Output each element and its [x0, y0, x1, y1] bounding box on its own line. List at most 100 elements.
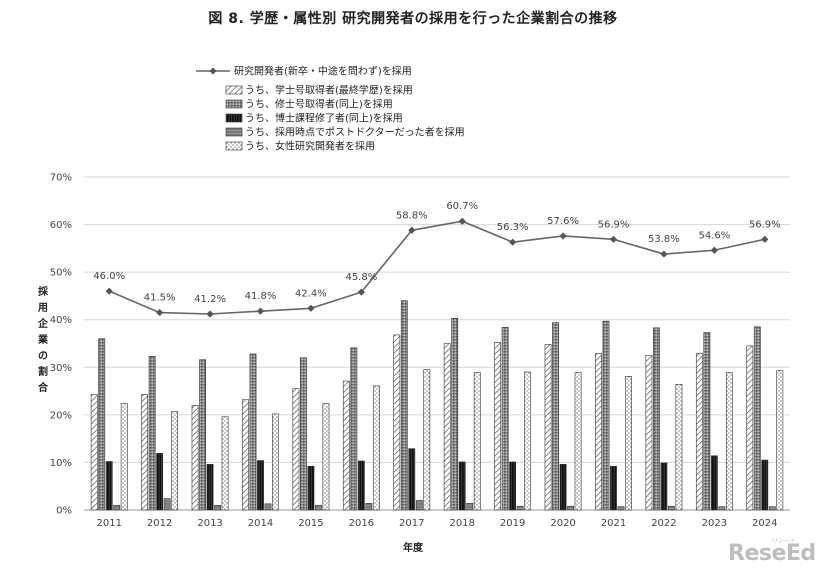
bar-bachelor: [90, 394, 98, 511]
bar-female: [675, 384, 683, 511]
bar-doctor: [761, 459, 769, 511]
data-label: 56.3%: [497, 222, 529, 233]
bar-female: [120, 403, 128, 511]
bar-master: [148, 356, 156, 511]
bar-female: [372, 385, 380, 511]
bar-master: [703, 332, 711, 511]
data-label: 45.8%: [345, 272, 377, 283]
bar-doctor: [408, 448, 416, 511]
line-point: [761, 235, 769, 243]
bar-bachelor: [645, 355, 653, 511]
bar-doctor: [458, 461, 466, 511]
legend-label: うち、博士課程修了者(同上)を採用: [245, 112, 403, 125]
data-label: 56.9%: [749, 219, 781, 230]
bar-female: [524, 371, 532, 511]
bar-master: [400, 300, 408, 511]
bar-master: [602, 320, 610, 511]
chart-title: 図 8. 学歴・属性別 研究開発者の採用を行った企業割合の推移: [208, 11, 618, 27]
data-label: 46.0%: [93, 271, 125, 282]
y-tick-label: 0%: [56, 506, 72, 517]
bar-bachelor: [292, 388, 300, 511]
data-label: 54.6%: [698, 230, 730, 241]
legend-swatch: [225, 141, 243, 151]
bar-postdoc: [214, 504, 221, 511]
x-tick-label: 2016: [349, 518, 374, 529]
y-tick-label: 70%: [50, 173, 72, 184]
y-tick-label: 50%: [50, 268, 72, 279]
bar-master: [98, 338, 106, 511]
bar-bachelor: [595, 353, 602, 511]
bar-postdoc: [768, 506, 776, 511]
x-tick-label: 2024: [752, 518, 777, 529]
bar-postdoc: [617, 506, 625, 511]
bar-doctor: [710, 455, 718, 511]
line-series: [108, 220, 765, 315]
bar-female: [423, 369, 431, 511]
data-label: 42.4%: [295, 288, 327, 299]
x-tick-label: 2014: [248, 518, 273, 529]
line-point: [105, 287, 113, 295]
x-tick-label: 2019: [500, 518, 525, 529]
line-point: [307, 304, 315, 312]
bar-doctor: [307, 465, 315, 511]
bar-doctor: [559, 464, 567, 511]
bar-master: [451, 317, 459, 511]
legend-swatch: [225, 85, 243, 95]
bar-postdoc: [113, 504, 121, 511]
line-point: [559, 232, 567, 240]
bar-postdoc: [365, 503, 373, 511]
line-point: [357, 288, 365, 296]
bar-female: [221, 416, 229, 511]
bar-postdoc: [315, 504, 322, 511]
bar-doctor: [610, 465, 617, 511]
resed-logo: ReseEd: [728, 541, 816, 566]
x-tick-label: 2017: [399, 518, 424, 529]
bar-master: [350, 347, 358, 511]
x-tick-label: 2022: [651, 518, 676, 529]
bar-postdoc: [567, 505, 574, 511]
bar-doctor: [509, 461, 517, 511]
bar-bachelor: [544, 344, 552, 511]
bar-female: [272, 413, 279, 511]
bar-doctor: [357, 460, 365, 511]
bar-postdoc: [466, 503, 474, 511]
bar-bachelor: [393, 334, 401, 511]
y-tick-layer: 0% 10% 20% 30% 40% 50% 60% 70%: [50, 173, 72, 517]
data-label: 41.8%: [245, 291, 277, 302]
bar-master: [300, 357, 307, 511]
bar-postdoc: [163, 498, 171, 511]
bar-doctor: [257, 460, 264, 511]
bar-female: [171, 411, 179, 511]
legend-swatch: [225, 113, 243, 123]
y-tick-label: 60%: [50, 220, 72, 231]
bar-master: [501, 327, 509, 511]
legend-label: うち、修士号取得者(同上)を採用: [245, 98, 393, 111]
bar-doctor: [206, 464, 214, 511]
legend-label: うち、学士号取得者(最終学歴)を採用: [245, 84, 413, 97]
x-tick-label: 2018: [449, 518, 474, 529]
line-point: [710, 246, 718, 254]
x-tick-label: 2021: [601, 518, 626, 529]
line-point: [660, 250, 668, 258]
x-tick-label: 2023: [702, 518, 727, 529]
x-tick-label: 2012: [147, 518, 172, 529]
line-point: [509, 238, 517, 246]
bar-master: [653, 327, 660, 511]
data-label: 41.5%: [144, 293, 176, 304]
legend: 研究開発者(新卒・中途を問わず)を採用うち、学士号取得者(最終学歴)を採用うち、…: [196, 65, 465, 153]
bar-bachelor: [141, 394, 149, 511]
data-label: 56.9%: [598, 219, 630, 230]
legend-marker: [209, 67, 217, 75]
resed-logo-sub: リシード: [772, 538, 797, 545]
data-label: 41.2%: [194, 294, 226, 305]
y-axis-label: 採用企業の割合: [38, 287, 48, 394]
line-point: [609, 235, 618, 243]
bar-female: [322, 403, 330, 511]
y-tick-label: 40%: [50, 315, 72, 326]
data-label: 58.8%: [396, 210, 428, 221]
line-point: [156, 308, 164, 317]
bar-female: [776, 370, 784, 511]
x-tick-label: 2013: [197, 518, 222, 529]
x-tick-layer: 2011 2012 2013 2014 2015 2016 2017 2018 2019 2020…: [96, 518, 777, 529]
